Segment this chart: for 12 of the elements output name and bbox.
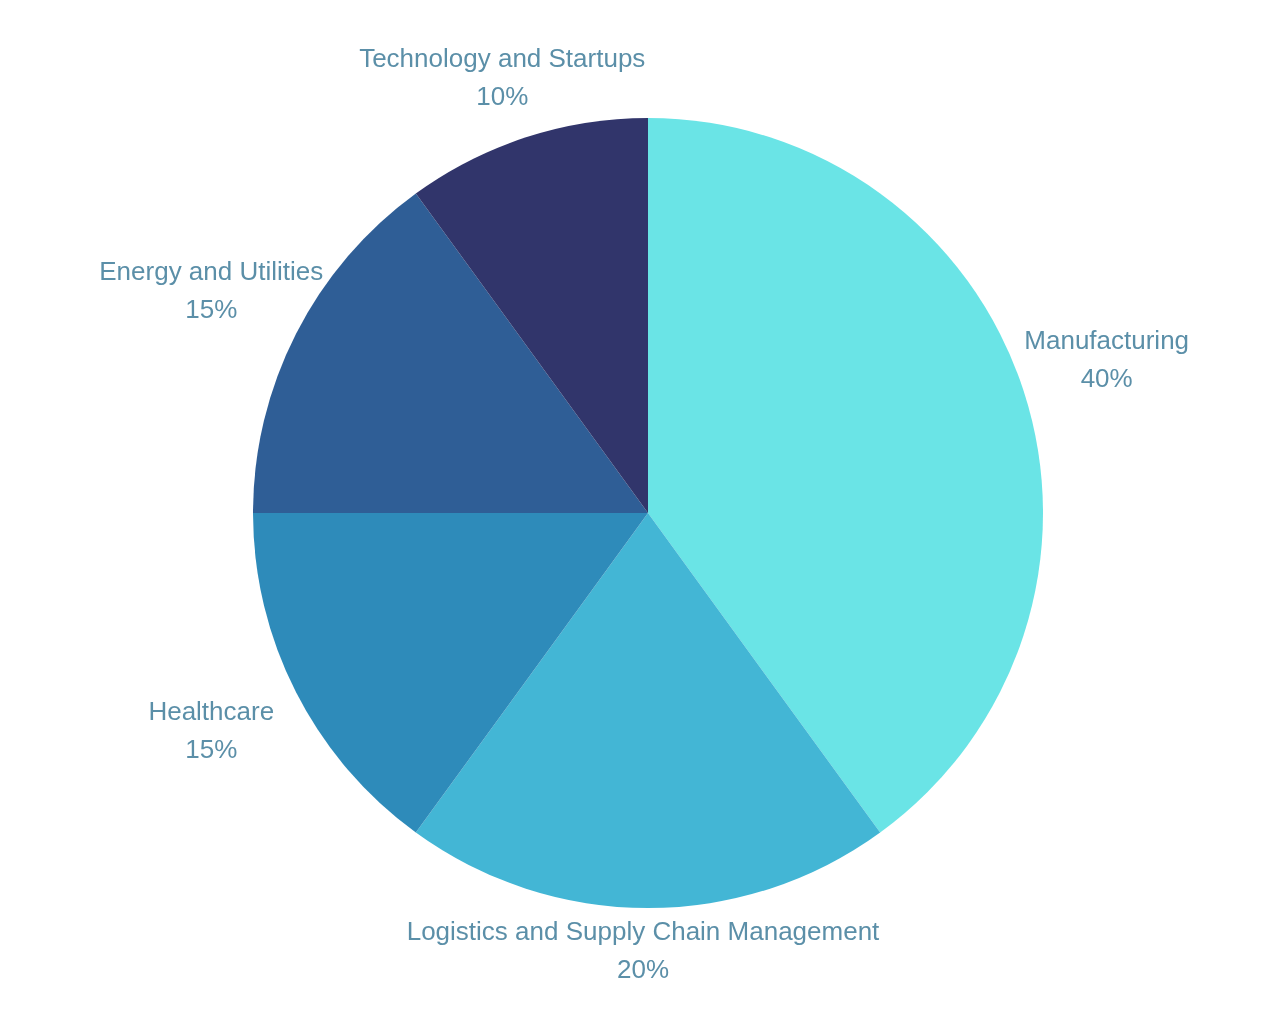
data-label: 15% bbox=[185, 294, 238, 325]
data-label: 10% bbox=[476, 80, 529, 111]
slice-label: Technology and Startups bbox=[359, 42, 646, 73]
pie-slice bbox=[415, 118, 648, 513]
data-label: 20% bbox=[616, 954, 670, 984]
data-label: 15% bbox=[185, 733, 238, 764]
pie-slice bbox=[415, 513, 881, 908]
data-label: 40% bbox=[1080, 363, 1133, 394]
slice-label: Manufacturing bbox=[1024, 325, 1190, 356]
slice-label: Logistics and Supply Chain Management bbox=[406, 916, 881, 946]
slice-label: Healthcare bbox=[148, 695, 275, 726]
slice-label: Energy and Utilities bbox=[99, 256, 324, 287]
